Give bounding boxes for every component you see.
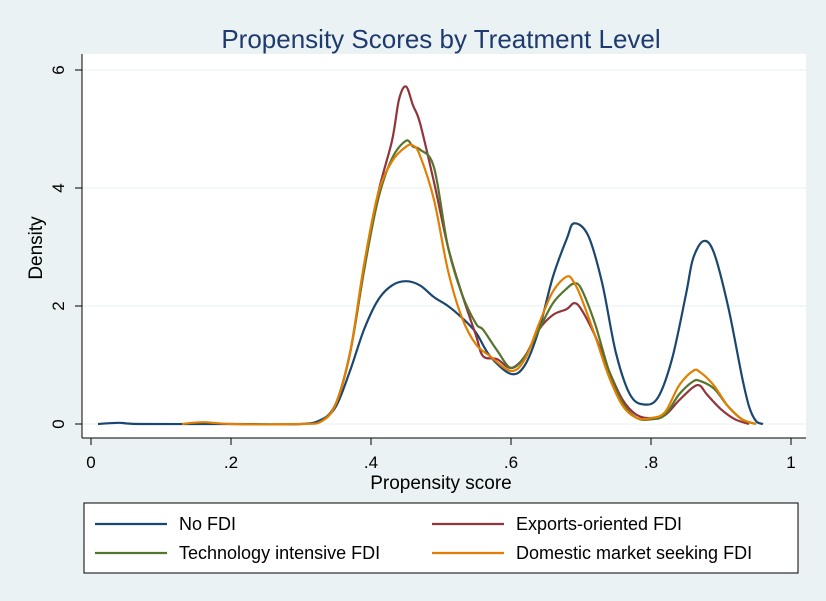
legend-label-1: Exports-oriented FDI	[516, 514, 682, 534]
legend-box	[83, 502, 799, 574]
x-tick-label-2: .4	[364, 453, 378, 472]
y-tick-label-2: 4	[49, 183, 68, 192]
x-tick-label-4: .8	[644, 453, 658, 472]
y-tick-label-1: 2	[49, 301, 68, 310]
x-tick-label-1: .2	[224, 453, 238, 472]
y-tick-label-0: 0	[49, 419, 68, 428]
chart-title: Propensity Scores by Treatment Level	[221, 24, 660, 54]
y-tick-label-3: 6	[49, 65, 68, 74]
legend: No FDI Exports-oriented FDI Technology int…	[83, 502, 799, 574]
y-axis-title: Density	[26, 216, 47, 280]
series-layer	[97, 85, 764, 426]
series-line-2	[321, 139, 757, 426]
legend-label-0: No FDI	[179, 514, 236, 534]
series-line-3	[181, 143, 757, 426]
series-line-0	[97, 222, 764, 426]
x-tick-label-3: .6	[504, 453, 518, 472]
legend-label-2: Technology intensive FDI	[179, 543, 380, 563]
x-tick-label-5: 1	[786, 453, 795, 472]
legend-label-3: Domestic market seeking FDI	[516, 543, 752, 563]
x-axis-title: Propensity score	[370, 473, 512, 494]
x-tick-label-0: 0	[86, 453, 95, 472]
axis-layer: 0 .2 .4 .6 .8 1 0 2 4 6	[49, 54, 806, 472]
legend-items: No FDI Exports-oriented FDI Technology int…	[95, 514, 752, 563]
